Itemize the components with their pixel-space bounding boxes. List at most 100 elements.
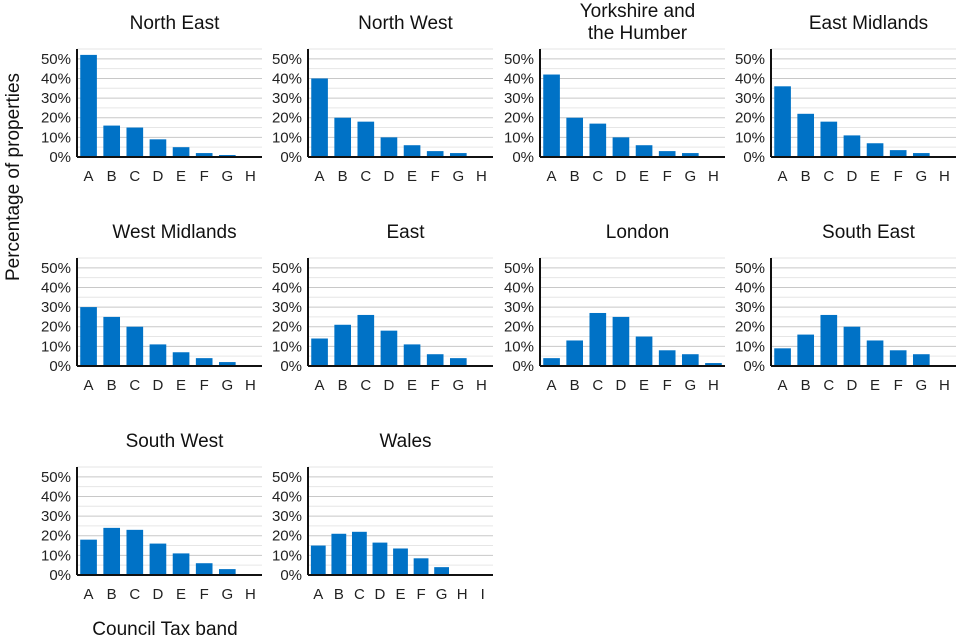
x-tick-label: B: [107, 377, 117, 394]
y-tick-label: 40%: [41, 488, 71, 505]
bar: [331, 533, 347, 575]
x-tick-label: D: [384, 377, 395, 394]
y-tick-label: 10%: [41, 338, 71, 355]
y-tick-label: 30%: [504, 299, 534, 316]
bar: [126, 326, 144, 366]
bar: [658, 350, 676, 366]
x-tick-label: F: [200, 586, 209, 603]
x-tick-label: E: [407, 377, 417, 394]
x-tick-label: H: [245, 586, 256, 603]
bar: [635, 336, 653, 366]
x-tick-label: H: [245, 168, 256, 185]
bar: [705, 363, 722, 366]
x-tick-label: C: [360, 377, 371, 394]
x-tick-label: E: [176, 377, 186, 394]
y-tick-label: 0%: [49, 149, 71, 166]
bar: [103, 527, 121, 575]
x-tick-label: G: [915, 168, 927, 185]
panel-title: London: [606, 222, 669, 243]
bar: [310, 545, 326, 575]
bar: [195, 153, 213, 157]
y-tick-label: 0%: [49, 567, 71, 584]
bar: [566, 340, 584, 366]
bar: [426, 354, 444, 366]
bar: [380, 330, 398, 366]
bar: [172, 352, 190, 366]
bar: [103, 125, 121, 157]
bar: [612, 137, 630, 157]
x-tick-label: C: [592, 168, 603, 185]
x-tick-label: A: [313, 586, 323, 603]
y-tick-label: 20%: [41, 110, 71, 127]
x-tick-label: C: [129, 168, 140, 185]
y-tick-label: 40%: [41, 279, 71, 296]
y-tick-label: 0%: [743, 358, 765, 375]
bar: [820, 121, 838, 157]
x-tick-label: D: [153, 586, 164, 603]
x-tick-label: D: [153, 168, 164, 185]
x-tick-label: D: [847, 168, 858, 185]
x-tick-label: B: [338, 377, 348, 394]
panel: 0% 10% 20% 30% 40% 50% A B C D E F G H North West: [272, 13, 493, 185]
x-tick-label: F: [663, 168, 672, 185]
x-tick-label: H: [245, 377, 256, 394]
y-tick-label: 10%: [272, 547, 302, 564]
y-tick-label: 40%: [272, 279, 302, 296]
y-axis-label: Percentage of properties: [3, 73, 24, 281]
y-tick-label: 40%: [272, 488, 302, 505]
bar: [681, 153, 699, 157]
bar: [80, 539, 97, 575]
y-tick-label: 0%: [512, 149, 534, 166]
x-tick-label: E: [639, 168, 649, 185]
bar: [889, 350, 907, 366]
y-tick-label: 10%: [504, 338, 534, 355]
y-tick-label: 30%: [272, 508, 302, 525]
bar: [149, 543, 167, 575]
bar: [413, 558, 429, 575]
x-tick-label: I: [481, 586, 485, 603]
bar: [149, 344, 167, 366]
y-tick-label: 10%: [504, 129, 534, 146]
x-tick-label: G: [452, 377, 464, 394]
x-tick-label: D: [847, 377, 858, 394]
x-tick-label: E: [870, 168, 880, 185]
x-tick-label: G: [221, 377, 233, 394]
bar: [403, 145, 421, 157]
y-tick-label: 50%: [41, 260, 71, 277]
bar: [80, 54, 97, 157]
y-tick-label: 30%: [272, 90, 302, 107]
y-tick-label: 50%: [272, 51, 302, 68]
x-tick-label: G: [684, 168, 696, 185]
bar: [566, 117, 584, 157]
x-tick-label: D: [375, 586, 386, 603]
x-tick-label: A: [84, 168, 94, 185]
bar: [357, 121, 375, 157]
x-tick-label: E: [870, 377, 880, 394]
x-tick-label: C: [823, 377, 834, 394]
panel: 0% 10% 20% 30% 40% 50% A B C D E F G H East: [272, 222, 493, 394]
x-tick-label: B: [107, 586, 117, 603]
y-tick-label: 50%: [735, 51, 765, 68]
panel-title-line: the Humber: [588, 23, 688, 44]
panel: 0% 10% 20% 30% 40% 50% A B C D E F G H East Midlands: [735, 13, 956, 185]
bar: [434, 567, 450, 575]
y-tick-label: 10%: [41, 129, 71, 146]
bar: [334, 324, 352, 366]
y-tick-label: 40%: [504, 279, 534, 296]
x-tick-label: G: [915, 377, 927, 394]
bar: [889, 150, 907, 157]
y-tick-label: 20%: [735, 110, 765, 127]
x-tick-label: D: [153, 377, 164, 394]
x-tick-label: F: [200, 168, 209, 185]
y-tick-label: 30%: [272, 299, 302, 316]
y-tick-label: 50%: [735, 260, 765, 277]
x-tick-label: B: [801, 377, 811, 394]
y-tick-label: 20%: [504, 319, 534, 336]
y-tick-label: 40%: [504, 70, 534, 87]
panel-title: East: [386, 222, 425, 243]
panel-title: Yorkshire and the Humber: [580, 1, 695, 44]
x-tick-label: F: [894, 168, 903, 185]
panel-title: Wales: [379, 431, 431, 452]
x-tick-label: B: [338, 168, 348, 185]
